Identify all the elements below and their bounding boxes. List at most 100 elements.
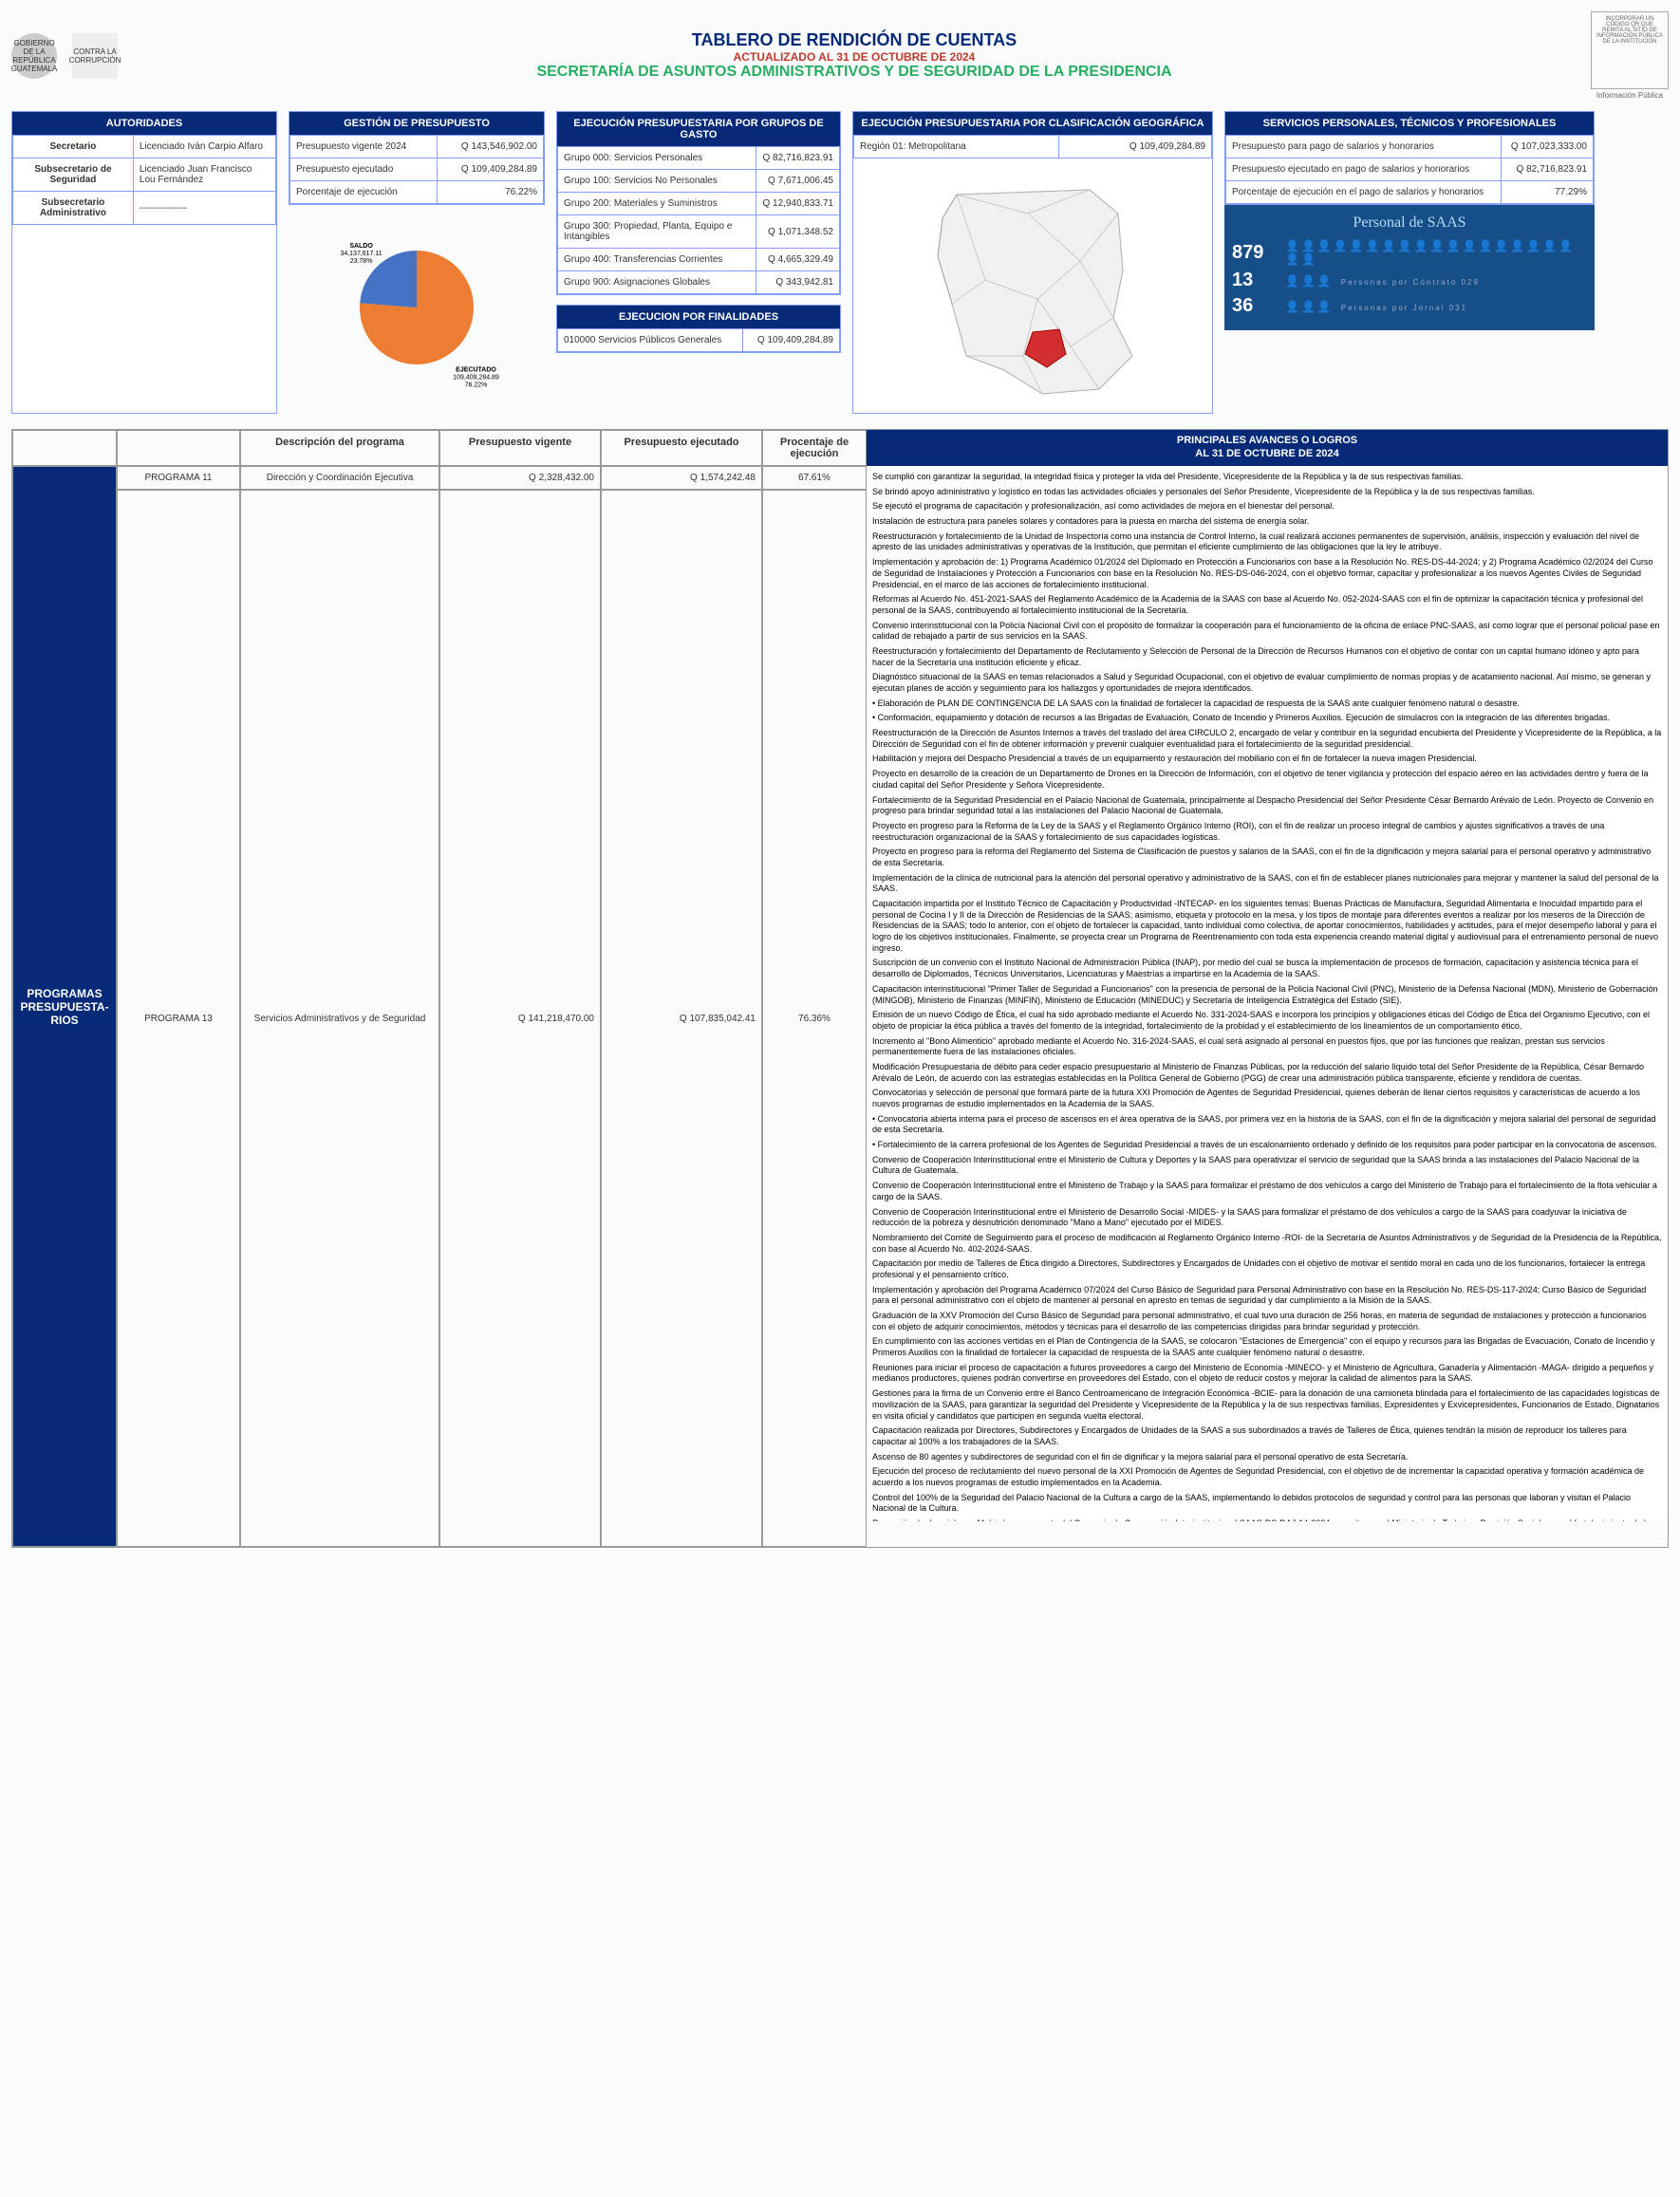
row-value: Q 107,023,333.00 xyxy=(1501,136,1593,158)
top-panels: AUTORIDADES SecretarioLicenciado Iván Ca… xyxy=(11,111,1669,414)
avance-item: Capacitación impartida por el Instituto … xyxy=(872,899,1662,954)
qr-block: INCORPORAR UN CÓDIGO QR QUE REMITA AL SI… xyxy=(1591,11,1669,100)
row-label: Grupo 300: Propiedad, Planta, Equipo e I… xyxy=(558,215,756,249)
row-label: Presupuesto vigente 2024 xyxy=(290,136,438,158)
header: GOBIERNO DE LA REPÚBLICA GUATEMALA CONTR… xyxy=(11,11,1669,100)
avance-item: Capacitación por medio de Talleres de Ét… xyxy=(872,1258,1662,1280)
finalidades-table: 010000 Servicios Públicos GeneralesQ 109… xyxy=(557,328,840,352)
header-logos: GOBIERNO DE LA REPÚBLICA GUATEMALA CONTR… xyxy=(11,33,118,79)
prog-desc: Dirección y Coordinación Ejecutiva xyxy=(240,466,439,490)
avance-item: Proyecto en progreso para la reforma del… xyxy=(872,847,1662,868)
row-label: Porcentaje de ejecución xyxy=(290,181,438,204)
avance-item: Implementación y aprobación de: 1) Progr… xyxy=(872,557,1662,590)
pie-label: SALDO xyxy=(349,243,373,250)
guatemala-map xyxy=(900,166,1166,403)
row-label: Presupuesto ejecutado xyxy=(290,158,438,181)
row-label: Porcentaje de ejecución en el pago de sa… xyxy=(1226,181,1502,204)
avance-item: Reformas al Acuerdo No. 451-2021-SAAS de… xyxy=(872,594,1662,616)
avance-item: Se brindó apoyo administrativo y logísti… xyxy=(872,487,1662,498)
row-label: Grupo 000: Servicios Personales xyxy=(558,147,756,170)
avance-item: Nombramiento del Comité de Seguimiento p… xyxy=(872,1233,1662,1255)
geografica-table: Región 01: MetropolitanaQ 109,409,284.89 xyxy=(853,135,1212,158)
panel-autoridades: AUTORIDADES SecretarioLicenciado Iván Ca… xyxy=(11,111,277,414)
prog-ejecutado: Q 1,574,242.48 xyxy=(601,466,762,490)
panel-finalidades-title: EJECUCION POR FINALIDADES xyxy=(557,306,840,328)
panel-presupuesto-title: GESTIÓN DE PRESUPUESTO xyxy=(289,112,544,135)
gob-logo: GOBIERNO DE LA REPÚBLICA GUATEMALA xyxy=(11,33,57,79)
avance-item: Reestructuración y fortalecimiento de la… xyxy=(872,531,1662,553)
avance-item: Graduación de la XXV Promoción del Curso… xyxy=(872,1311,1662,1332)
avance-item: Ejecución del proceso de reclutamiento d… xyxy=(872,1466,1662,1488)
avance-item: Instalación de estructura para paneles s… xyxy=(872,516,1662,528)
row-label: Presupuesto ejecutado en pago de salario… xyxy=(1226,158,1502,181)
pie-label: 34,137,617.11 xyxy=(340,251,382,257)
panel-grupos: EJECUCIÓN PRESUPUESTARIA POR GRUPOS DE G… xyxy=(556,111,841,295)
map-box xyxy=(853,158,1212,413)
row-value: Q 12,940,833.71 xyxy=(756,193,840,215)
entity-name: SECRETARÍA DE ASUNTOS ADMINISTRATIVOS Y … xyxy=(118,64,1591,81)
pie-chart-box: EJECUTADO109,409,284.8976.22%SALDO34,137… xyxy=(289,205,545,410)
panel-presupuesto-col: GESTIÓN DE PRESUPUESTO Presupuesto vigen… xyxy=(289,111,545,414)
autoridad-role: Subsecretario de Seguridad xyxy=(13,158,134,192)
avances-title: PRINCIPALES AVANCES O LOGROSAL 31 DE OCT… xyxy=(867,430,1668,466)
prog-pct: 76.36% xyxy=(762,490,867,1547)
avance-item: Suscripción de un convenio con el Instit… xyxy=(872,958,1662,979)
personal-title: Personal de SAAS xyxy=(1232,214,1587,232)
personal-count: 36 xyxy=(1232,295,1278,317)
avance-item: Habilitación y mejora del Despacho Presi… xyxy=(872,754,1662,765)
panel-geografica-title: EJECUCIÓN PRESUPUESTARIA POR CLASIFICACI… xyxy=(853,112,1212,135)
avance-item: Convenio de Cooperación Interinstitucion… xyxy=(872,1207,1662,1229)
avance-item: Se cumplió con garantizar la seguridad, … xyxy=(872,472,1662,483)
avance-item: Modificación Presupuestaria de débito pa… xyxy=(872,1062,1662,1084)
row-label: Presupuesto para pago de salarios y hono… xyxy=(1226,136,1502,158)
programas-side: PROGRAMAS PRESUPUESTA-RIOS xyxy=(12,466,117,1547)
prog-name: PROGRAMA 13 xyxy=(117,490,240,1547)
avance-item: Implementación de la clínica de nutricio… xyxy=(872,873,1662,895)
row-value: Q 82,716,823.91 xyxy=(1501,158,1593,181)
row-value: Q 4,665,329.49 xyxy=(756,249,840,271)
grupos-table: Grupo 000: Servicios PersonalesQ 82,716,… xyxy=(557,146,840,294)
avance-item: • Elaboración de PLAN DE CONTINGENCIA DE… xyxy=(872,698,1662,710)
avance-item: Reestructuración y fortalecimiento del D… xyxy=(872,646,1662,668)
avance-item: Gestiones para la firma de un Convenio e… xyxy=(872,1388,1662,1422)
autoridad-role: Subsecretario Administrativo xyxy=(13,192,134,225)
panel-servicios-title: SERVICIOS PERSONALES, TÉCNICOS Y PROFESI… xyxy=(1225,112,1594,135)
panel-finalidades: EJECUCION POR FINALIDADES 010000 Servici… xyxy=(556,305,841,353)
avance-item: Reuniones para iniciar el proceso de cap… xyxy=(872,1363,1662,1385)
avance-item: Ascenso de 80 agentes y subdirectores de… xyxy=(872,1452,1662,1463)
personal-count: 879 xyxy=(1232,242,1278,264)
panel-servicios: SERVICIOS PERSONALES, TÉCNICOS Y PROFESI… xyxy=(1224,111,1595,205)
row-value: Q 82,716,823.91 xyxy=(756,147,840,170)
panel-autoridades-title: AUTORIDADES xyxy=(12,112,276,135)
row-value: Q 143,546,902.00 xyxy=(438,136,544,158)
prog-name: PROGRAMA 11 xyxy=(117,466,240,490)
row-label: Grupo 400: Transferencias Corrientes xyxy=(558,249,756,271)
update-date: ACTUALIZADO AL 31 DE OCTUBRE DE 2024 xyxy=(118,50,1591,64)
personal-count: 13 xyxy=(1232,270,1278,291)
row-label: 010000 Servicios Públicos Generales xyxy=(558,329,743,352)
row-value: Q 343,942.81 xyxy=(756,271,840,294)
row-value: Q 109,409,284.89 xyxy=(743,329,840,352)
autoridad-name: --------------- xyxy=(133,192,275,225)
avance-item: Convenio de Cooperación Interinstitucion… xyxy=(872,1155,1662,1177)
row-label: Región 01: Metropolitana xyxy=(854,136,1059,158)
row-value: 76.22% xyxy=(438,181,544,204)
prog-col-header: Presupuesto vigente xyxy=(439,430,601,466)
row-value: 77.29% xyxy=(1501,181,1593,204)
programas-grid: Descripción del programaPresupuesto vige… xyxy=(11,429,1669,1548)
avance-item: En cumplimiento con las acciones vertida… xyxy=(872,1336,1662,1358)
row-value: Q 109,409,284.89 xyxy=(438,158,544,181)
avance-item: Emisión de un nuevo Código de Ética, el … xyxy=(872,1010,1662,1032)
panel-geografica: EJECUCIÓN PRESUPUESTARIA POR CLASIFICACI… xyxy=(852,111,1213,414)
avance-item: Diagnóstico situacional de la SAAS en te… xyxy=(872,672,1662,694)
avance-item: Implementación y aprobación del Programa… xyxy=(872,1285,1662,1307)
autoridades-table: SecretarioLicenciado Iván Carpio AlfaroS… xyxy=(12,135,276,225)
page-title: TABLERO DE RENDICIÓN DE CUENTAS xyxy=(118,30,1591,50)
avance-item: Se ejecutó el programa de capacitación y… xyxy=(872,501,1662,512)
avance-item: Incremento al "Bono Alimenticio" aprobad… xyxy=(872,1036,1662,1058)
prog-col-header: Procentaje de ejecución xyxy=(762,430,867,466)
avance-item: • Convocatoria abierta interna para el p… xyxy=(872,1114,1662,1136)
anticorruption-logo: CONTRA LA CORRUPCIÓN xyxy=(72,33,118,79)
header-titles: TABLERO DE RENDICIÓN DE CUENTAS ACTUALIZ… xyxy=(118,30,1591,81)
pie-label: EJECUTADO xyxy=(456,366,496,373)
